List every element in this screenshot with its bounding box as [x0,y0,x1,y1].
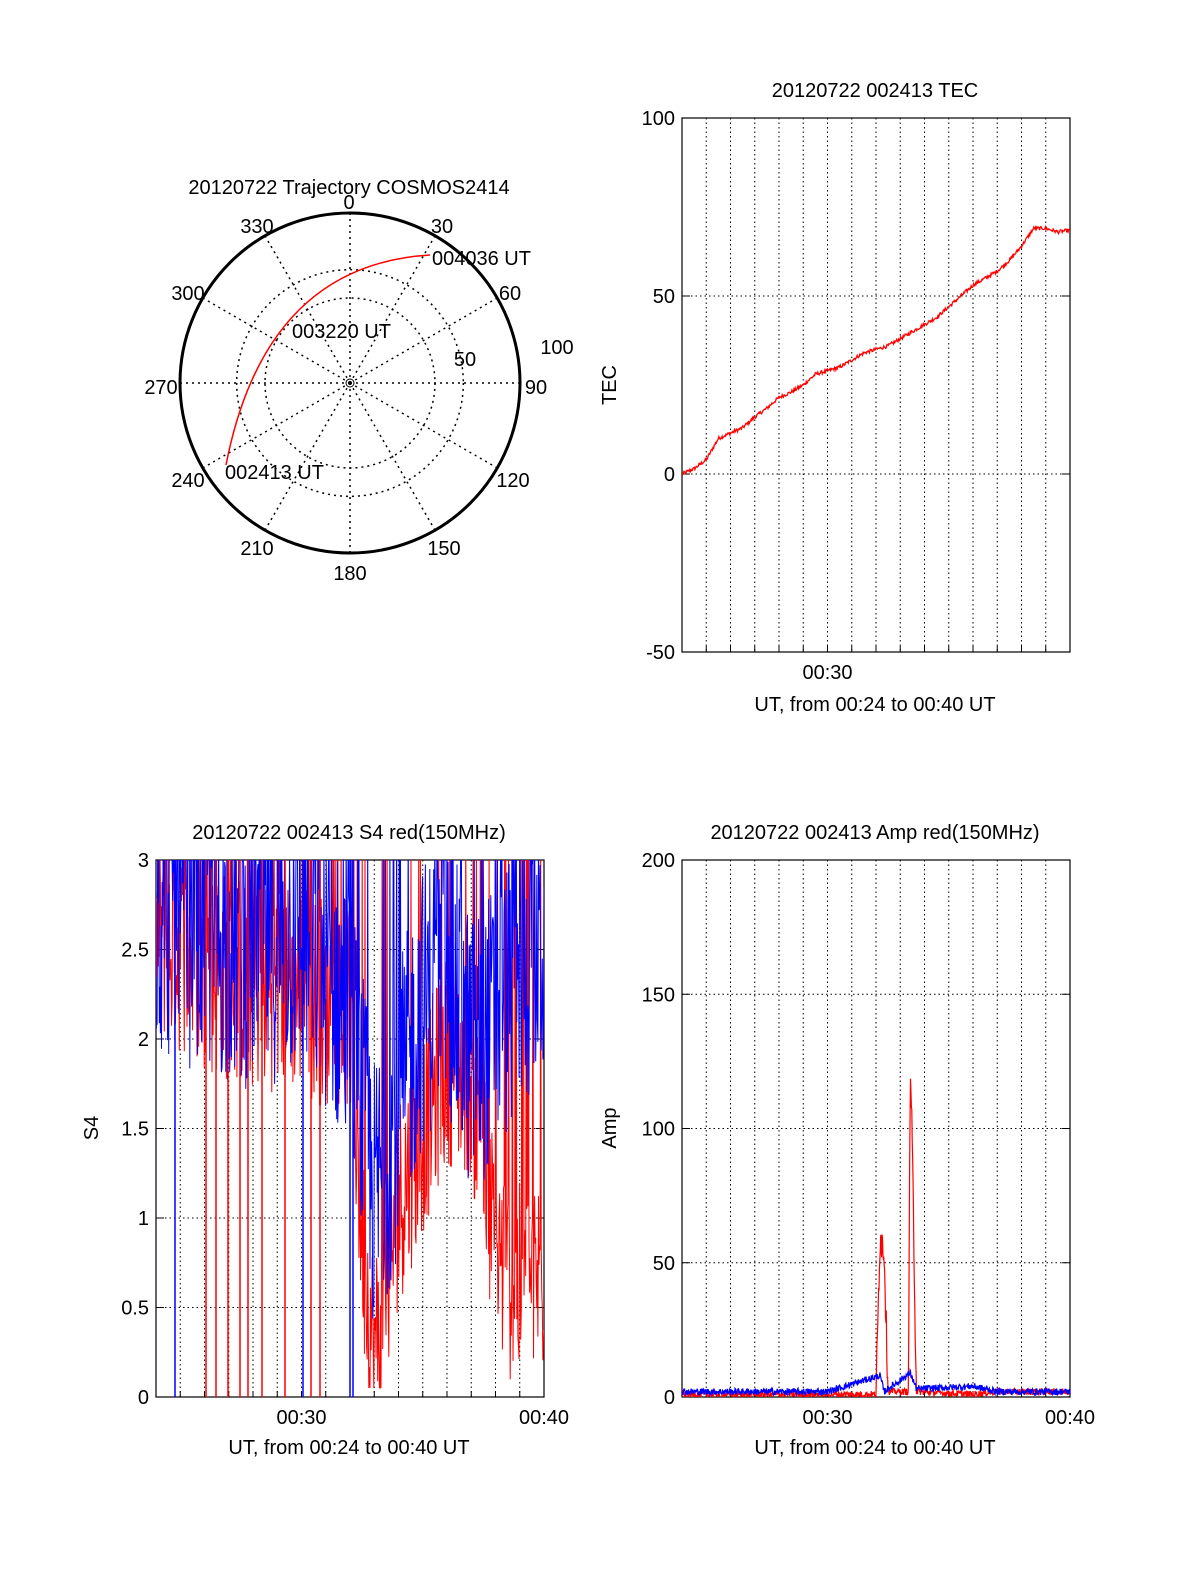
polar-spoke [349,297,498,384]
y-tick-label: 0.5 [121,1298,149,1320]
polar-center [345,378,355,388]
tec-ylabel: TEC [599,365,621,405]
polar-title: 20120722 Trajectory COSMOS2414 [188,177,509,199]
polar-azimuth-label: 30 [431,216,453,238]
series-line-blue [682,1367,1070,1397]
amp-ylabel: Amp [599,1107,621,1148]
y-tick-label: 0 [664,1387,675,1409]
polar-annotation: 003220 UT [292,321,391,343]
s4-title: 20120722 002413 S4 red(150MHz) [192,822,506,844]
tec-title: 20120722 002413 TEC [772,80,978,102]
y-tick-label: 1 [138,1208,149,1230]
polar-spoke [349,235,436,384]
y-tick-label: 1.5 [121,1119,149,1141]
series-group [682,1078,1070,1397]
series-group [682,224,1070,476]
y-tick-label: 3 [138,850,149,872]
y-tick-label: 150 [642,984,675,1006]
amp-panel: 20120722 002413 Amp red(150MHz) UT, from… [599,822,1095,1459]
polar-azimuth-label: 0 [343,192,354,214]
polar-grid-circle [235,268,465,498]
polar-azimuth-label: 330 [240,216,273,238]
polar-radial-label: 50 [454,349,476,371]
polar-annotation: 002413 UT [225,462,324,484]
y-tick-label: 2.5 [121,940,149,962]
s4-xlabel: UT, from 00:24 to 00:40 UT [228,1437,469,1459]
y-tick-label: 200 [642,850,675,872]
y-tick-label: 50 [653,1253,675,1275]
polar-spoke [264,235,351,384]
polar-spoke [202,382,351,469]
y-tick-label: 100 [642,1119,675,1141]
polar-trajectory [225,254,431,466]
polar-azimuth-label: 300 [171,283,204,305]
polar-spoke [349,382,498,469]
x-tick-label: 00:30 [802,662,852,684]
series-line-red [682,224,1070,476]
s4-panel: 20120722 002413 S4 red(150MHz) UT, from … [81,822,569,1459]
y-tick-label: 100 [642,108,675,130]
x-tick-label: 00:30 [276,1407,326,1429]
y-tick-label: 2 [138,1029,149,1051]
x-tick-label: 00:30 [802,1407,852,1429]
polar-azimuth-label: 210 [240,538,273,560]
polar-azimuth-label: 180 [333,563,366,585]
amp-xlabel: UT, from 00:24 to 00:40 UT [754,1437,995,1459]
polar-spoke [202,297,351,384]
x-tick-label: 00:40 [519,1407,569,1429]
polar-radial-label: 100 [540,337,573,359]
tec-xlabel: UT, from 00:24 to 00:40 UT [754,694,995,716]
polar-azimuth-label: 270 [144,377,177,399]
polar-spoke [264,382,351,531]
polar-azimuth-label: 120 [496,470,529,492]
polar-azimuth-label: 90 [525,377,547,399]
amp-title: 20120722 002413 Amp red(150MHz) [710,822,1039,844]
s4-ylabel: S4 [81,1116,103,1140]
polar-azimuth-label: 60 [499,283,521,305]
x-tick-label: 00:40 [1045,1407,1095,1429]
polar-annotation: 004036 UT [432,248,531,270]
y-tick-label: -50 [646,642,675,664]
tec-panel: 20120722 002413 TEC UT, from 00:24 to 00… [599,80,1071,716]
y-tick-label: 50 [653,286,675,308]
polar-azimuth-label: 150 [427,538,460,560]
polar-azimuth-label: 240 [171,470,204,492]
y-tick-label: 0 [138,1387,149,1409]
y-tick-label: 0 [664,464,675,486]
polar-spoke [349,382,436,531]
polar-panel: 20120722 Trajectory COSMOS2414 0 30 60 90 12… [144,177,573,585]
